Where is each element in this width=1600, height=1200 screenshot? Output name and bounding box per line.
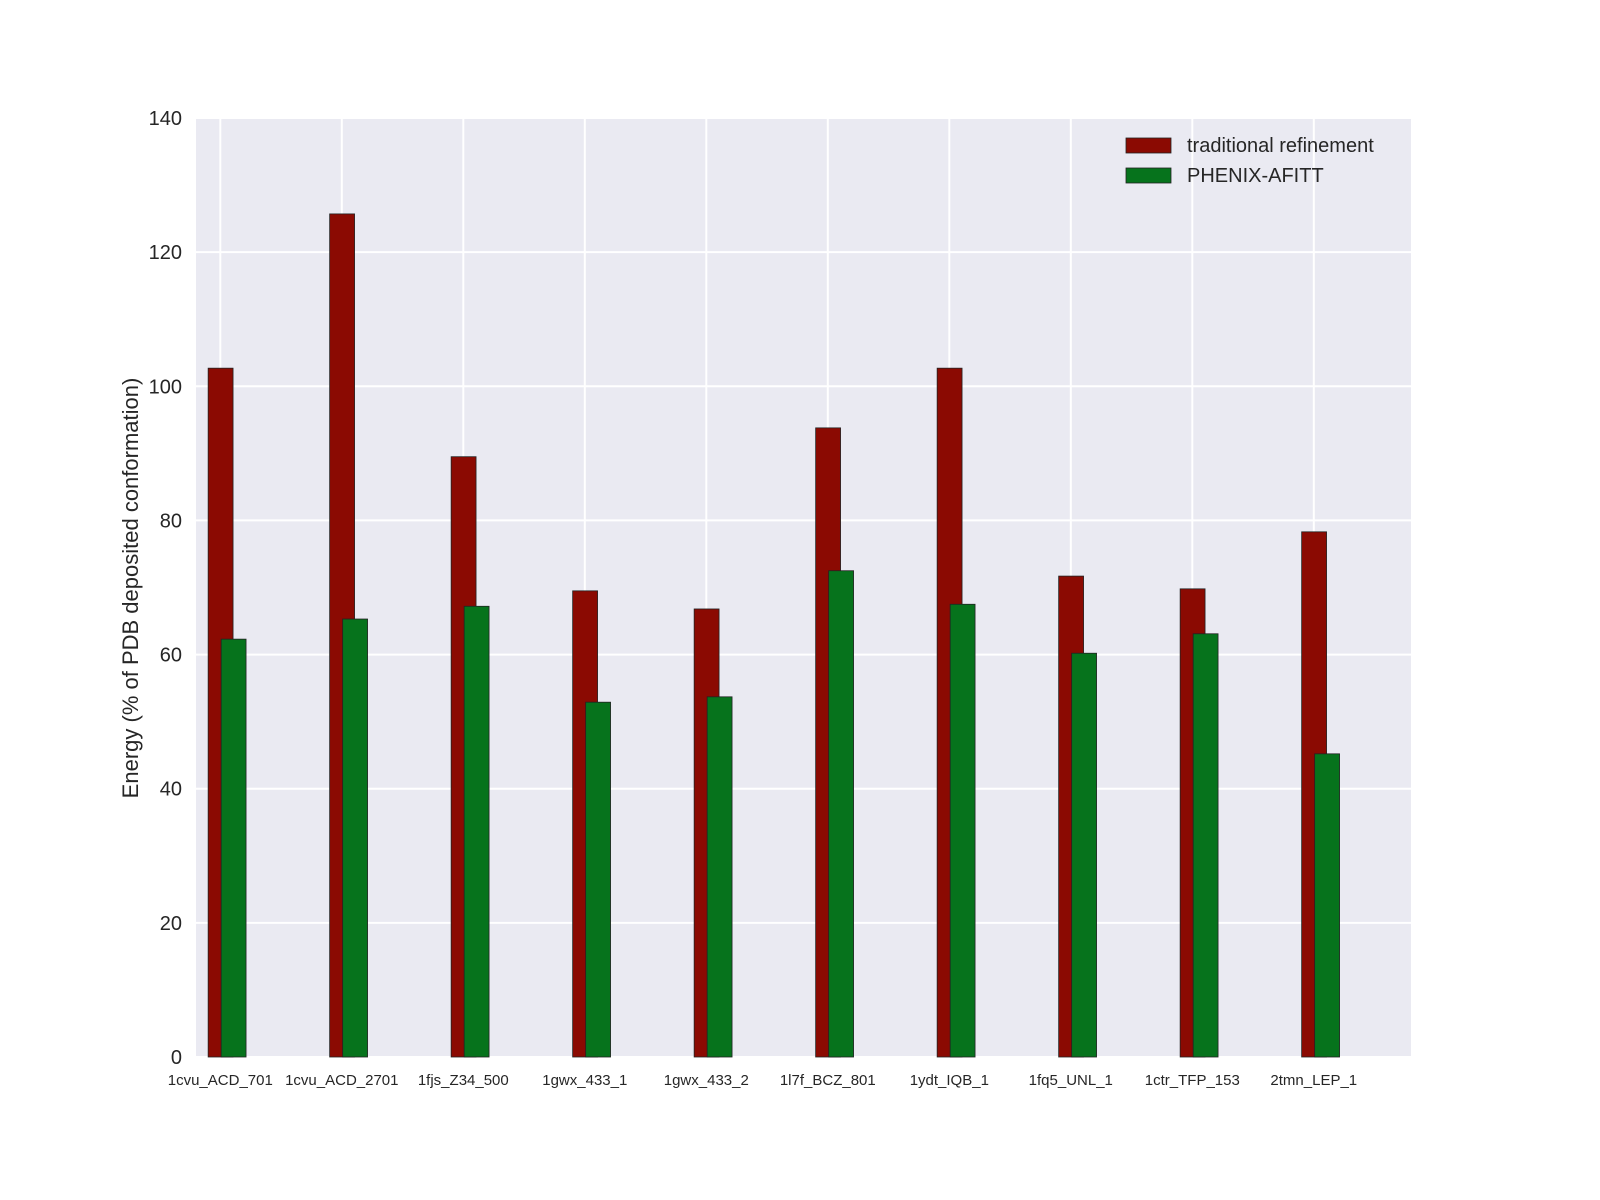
y-tick-label: 60 (160, 645, 182, 667)
y-tick-label: 80 (160, 510, 182, 532)
y-tick-label: 20 (160, 913, 182, 935)
x-tick-label: 1ydt_IQB_1 (910, 1072, 989, 1089)
y-tick-label: 0 (171, 1047, 182, 1069)
x-tick-label: 1cvu_ACD_701 (168, 1072, 273, 1089)
bar-phenix-afitt (949, 603, 976, 1058)
bars (207, 213, 1340, 1058)
bar-phenix-afitt (585, 701, 611, 1058)
x-tick-label: 1fq5_UNL_1 (1029, 1072, 1113, 1089)
bar-phenix-afitt (463, 605, 490, 1058)
x-axis-ticks: 1cvu_ACD_701 1cvu_ACD_2701 1fjs_Z34_500 1gw… (168, 1072, 1357, 1089)
plot-area (196, 118, 1411, 1057)
legend-label: PHENIX-AFITT (1187, 165, 1324, 187)
legend: traditional refinement PHENIX-AFITT (1125, 135, 1374, 187)
bar-phenix-afitt (1192, 633, 1219, 1058)
y-axis-ticks: 0 20 40 60 80 100 120 140 (149, 108, 182, 1069)
bar-phenix-afitt (342, 618, 368, 1058)
legend-label: traditional refinement (1187, 135, 1374, 157)
x-tick-label: 1gwx_433_2 (664, 1072, 749, 1089)
bar-phenix-afitt (828, 570, 854, 1058)
bar-phenix-afitt (706, 696, 733, 1058)
bar-phenix-afitt (1314, 753, 1340, 1058)
y-tick-label: 40 (160, 779, 182, 801)
y-tick-label: 120 (149, 242, 182, 264)
y-axis-label: Energy (% of PDB deposited conformation) (118, 378, 143, 799)
legend-swatch (1125, 167, 1172, 184)
bar-phenix-afitt (1071, 652, 1097, 1058)
x-tick-label: 1ctr_TFP_153 (1145, 1072, 1240, 1089)
x-tick-label: 1l7f_BCZ_801 (780, 1072, 876, 1089)
x-tick-label: 2tmn_LEP_1 (1270, 1072, 1357, 1089)
x-tick-label: 1cvu_ACD_2701 (285, 1072, 398, 1089)
y-tick-label: 140 (149, 108, 182, 130)
y-tick-label: 100 (149, 376, 182, 398)
x-tick-label: 1gwx_433_1 (542, 1072, 627, 1089)
bar-phenix-afitt (220, 638, 247, 1058)
legend-swatch (1125, 137, 1172, 154)
x-tick-label: 1fjs_Z34_500 (418, 1072, 509, 1089)
